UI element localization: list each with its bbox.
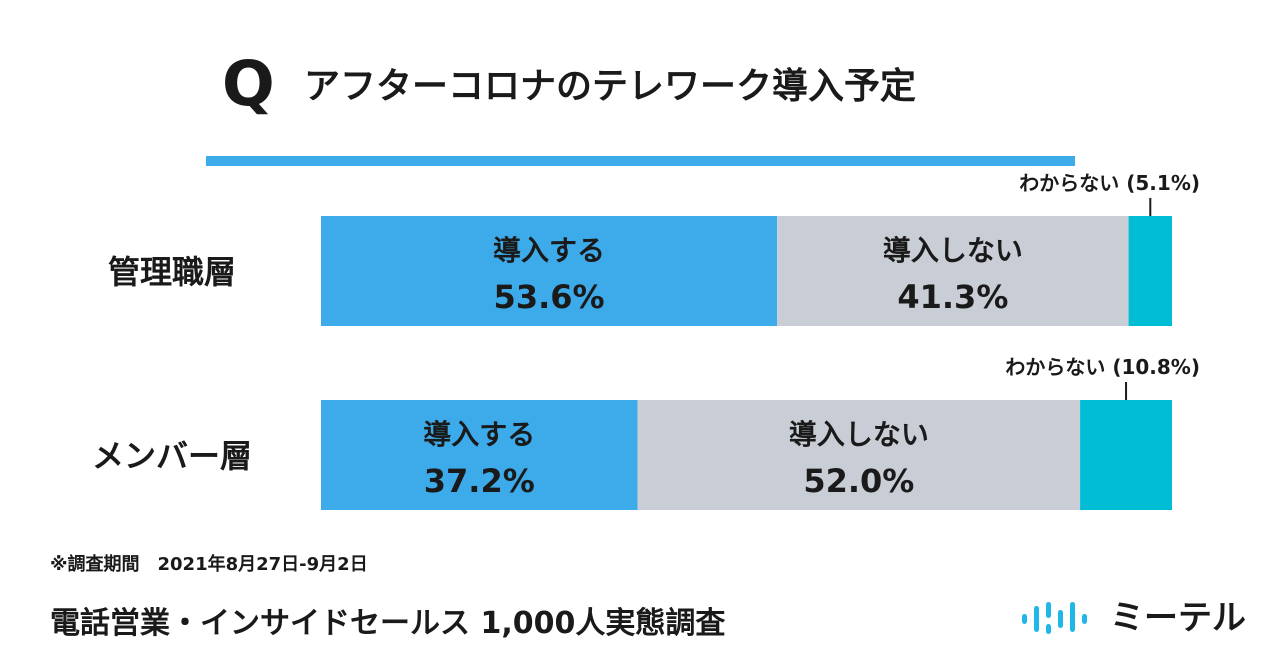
callout-label: わからない (5.1%) — [1019, 171, 1200, 195]
logo-text: ミーテル — [1110, 598, 1246, 638]
segment-value-label: 52.0% — [803, 462, 914, 500]
bar-segment — [637, 400, 1081, 510]
logo-bars-icon — [1022, 602, 1087, 634]
category-label: メンバー層 — [92, 437, 252, 475]
bar-segment — [321, 216, 778, 326]
segment-name-label: 導入しない — [883, 234, 1023, 267]
segment-value-label: 37.2% — [424, 462, 535, 500]
segment-name-label: 導入する — [493, 234, 605, 267]
category-label: 管理職層 — [108, 253, 236, 291]
segment-value-label: 41.3% — [897, 278, 1008, 316]
bar-segment — [777, 216, 1129, 326]
segment-value-label: 53.6% — [494, 278, 605, 316]
title-underline — [206, 156, 1075, 166]
bar-segment — [1080, 400, 1172, 510]
callout-label: わからない (10.8%) — [1005, 355, 1200, 379]
title-q-mark: Q — [222, 47, 275, 120]
bar-segment — [321, 400, 638, 510]
bar-segment — [1128, 216, 1172, 326]
title-text: アフターコロナのテレワーク導入予定 — [304, 66, 917, 107]
survey-title: 電話営業・インサイドセールス 1,000人実態調査 — [50, 606, 726, 641]
survey-period-note: ※調査期間 2021年8月27日-9月2日 — [50, 554, 368, 575]
segment-name-label: 導入する — [423, 418, 535, 451]
meetel-logo: ミーテル — [1018, 596, 1248, 640]
chart-title: Q アフターコロナのテレワーク導入予定 — [206, 44, 1075, 166]
segment-name-label: 導入しない — [789, 418, 929, 451]
